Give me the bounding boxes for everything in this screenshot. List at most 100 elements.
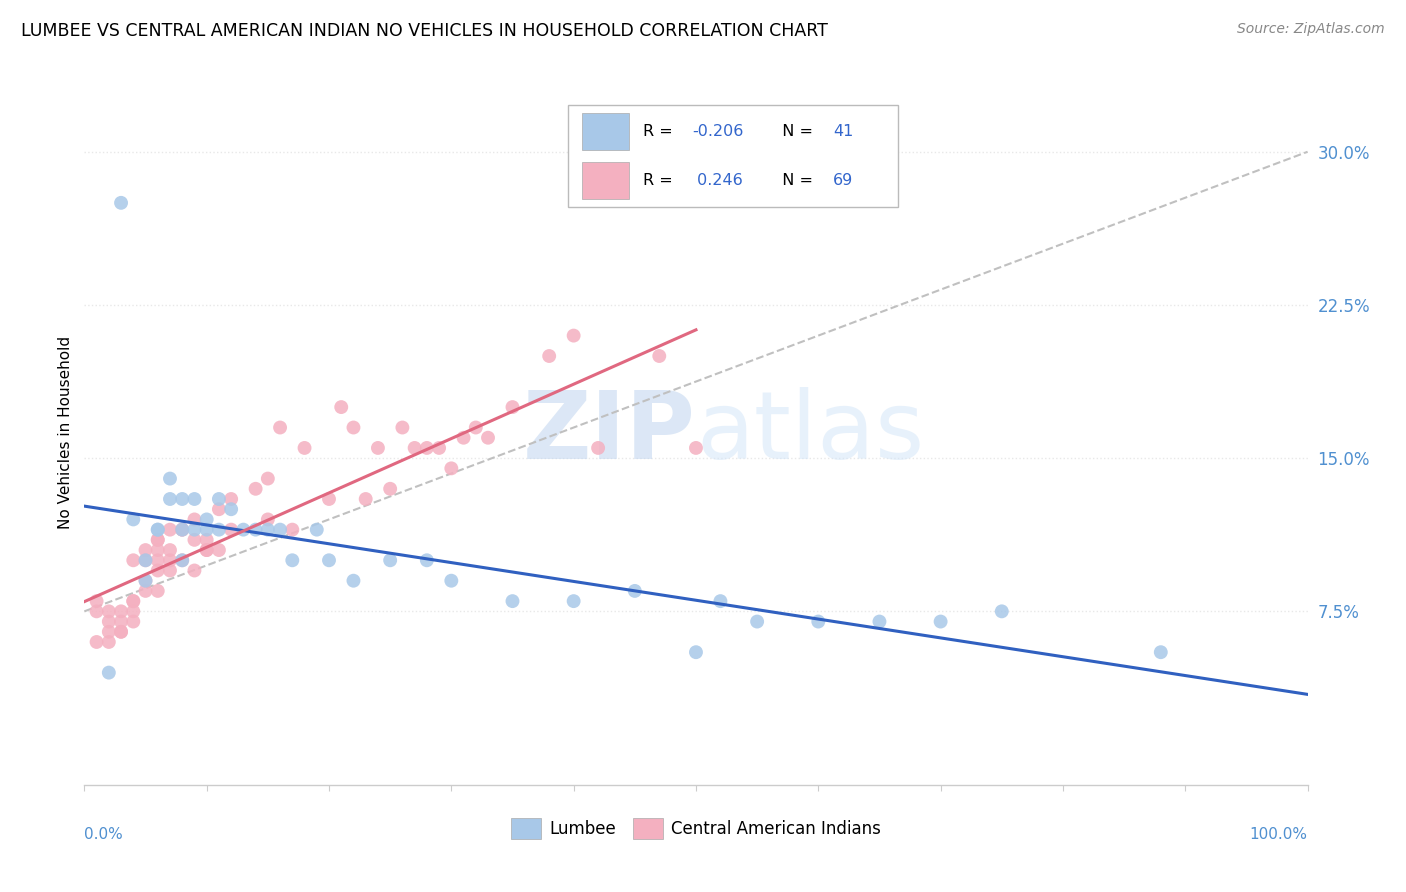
- Point: [146, 533, 169, 547]
- Point: [219, 491, 242, 506]
- Point: [146, 583, 169, 598]
- Point: [586, 441, 609, 455]
- Point: [269, 420, 291, 434]
- Text: 0.246: 0.246: [692, 173, 742, 188]
- Point: [195, 512, 218, 526]
- Point: [257, 512, 280, 526]
- Point: [807, 615, 830, 629]
- Point: [281, 523, 304, 537]
- Point: [172, 523, 194, 537]
- Point: [97, 604, 120, 618]
- Point: [208, 523, 231, 537]
- Point: [929, 615, 952, 629]
- Point: [502, 400, 524, 414]
- Point: [404, 441, 426, 455]
- Point: [122, 512, 145, 526]
- Point: [86, 604, 108, 618]
- Point: [172, 553, 194, 567]
- Text: N =: N =: [772, 173, 818, 188]
- Point: [380, 482, 402, 496]
- Point: [135, 553, 157, 567]
- Point: [380, 553, 402, 567]
- Point: [1150, 645, 1173, 659]
- Point: [245, 523, 267, 537]
- Point: [367, 441, 389, 455]
- Point: [318, 491, 340, 506]
- Point: [453, 431, 475, 445]
- Text: ZIP: ZIP: [523, 386, 696, 479]
- Point: [135, 574, 157, 588]
- FancyBboxPatch shape: [568, 105, 898, 207]
- Point: [110, 195, 132, 210]
- Point: [159, 553, 181, 567]
- Text: 69: 69: [832, 173, 853, 188]
- Point: [257, 472, 280, 486]
- Point: [97, 615, 120, 629]
- Point: [135, 583, 157, 598]
- Point: [146, 553, 169, 567]
- Point: [183, 512, 205, 526]
- Point: [342, 420, 364, 434]
- Text: N =: N =: [772, 124, 818, 139]
- Point: [135, 543, 157, 558]
- Point: [146, 543, 169, 558]
- Text: 41: 41: [832, 124, 853, 139]
- Point: [122, 594, 145, 608]
- Point: [685, 441, 707, 455]
- Point: [195, 543, 218, 558]
- Point: [146, 523, 169, 537]
- Point: [110, 624, 132, 639]
- Point: [562, 594, 585, 608]
- Point: [685, 645, 707, 659]
- Point: [146, 523, 169, 537]
- Point: [648, 349, 671, 363]
- Point: [232, 523, 254, 537]
- Point: [97, 665, 120, 680]
- Text: Source: ZipAtlas.com: Source: ZipAtlas.com: [1237, 22, 1385, 37]
- Point: [122, 604, 145, 618]
- Point: [86, 635, 108, 649]
- Point: [159, 472, 181, 486]
- Point: [135, 574, 157, 588]
- Point: [97, 635, 120, 649]
- Point: [172, 491, 194, 506]
- Point: [208, 502, 231, 516]
- Point: [318, 553, 340, 567]
- Point: [183, 564, 205, 578]
- Point: [208, 491, 231, 506]
- Point: [159, 564, 181, 578]
- Point: [991, 604, 1014, 618]
- Point: [122, 553, 145, 567]
- Point: [135, 553, 157, 567]
- Point: [219, 502, 242, 516]
- Point: [538, 349, 561, 363]
- Point: [624, 583, 647, 598]
- Point: [464, 420, 486, 434]
- Point: [122, 594, 145, 608]
- Point: [245, 482, 267, 496]
- Text: 0.0%: 0.0%: [84, 827, 124, 842]
- Text: R =: R =: [644, 124, 678, 139]
- Point: [146, 564, 169, 578]
- Y-axis label: No Vehicles in Household: No Vehicles in Household: [58, 336, 73, 529]
- Point: [97, 624, 120, 639]
- Point: [416, 553, 439, 567]
- Point: [172, 523, 194, 537]
- Point: [477, 431, 499, 445]
- Point: [869, 615, 891, 629]
- Point: [172, 523, 194, 537]
- Point: [502, 594, 524, 608]
- Point: [269, 523, 291, 537]
- Point: [709, 594, 731, 608]
- Point: [416, 441, 439, 455]
- Point: [354, 491, 377, 506]
- Text: atlas: atlas: [696, 386, 924, 479]
- Legend: Lumbee, Central American Indians: Lumbee, Central American Indians: [503, 810, 889, 847]
- Point: [195, 543, 218, 558]
- Point: [440, 461, 463, 475]
- Point: [159, 543, 181, 558]
- Point: [159, 491, 181, 506]
- Point: [110, 604, 132, 618]
- Point: [208, 543, 231, 558]
- Point: [427, 441, 450, 455]
